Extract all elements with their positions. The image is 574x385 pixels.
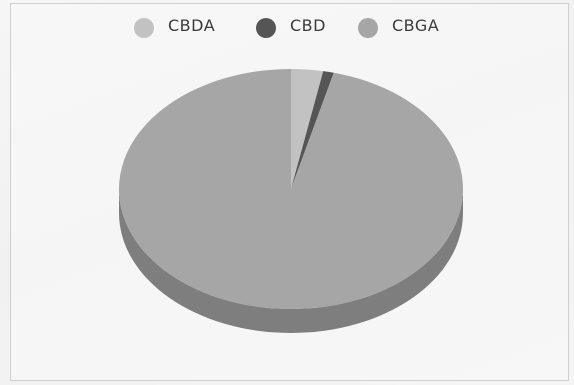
pie-slice-cbga xyxy=(118,69,464,309)
legend-marker-cbda xyxy=(134,18,154,38)
legend-marker-cbga xyxy=(358,18,378,38)
pie-slices xyxy=(118,69,464,309)
pie-side-walls xyxy=(119,189,463,333)
legend-label-cbd: CBD xyxy=(290,16,326,35)
legend-marker-cbd xyxy=(256,18,276,38)
chart-legend: CBDA CBD CBGA xyxy=(0,8,574,44)
pie-slice-cbda xyxy=(291,69,324,189)
pie-side-cbga xyxy=(119,189,463,333)
legend-label-cbga: CBGA xyxy=(392,16,440,35)
legend-label-cbda: CBDA xyxy=(168,16,216,35)
pie-slice-cbd xyxy=(291,71,334,189)
